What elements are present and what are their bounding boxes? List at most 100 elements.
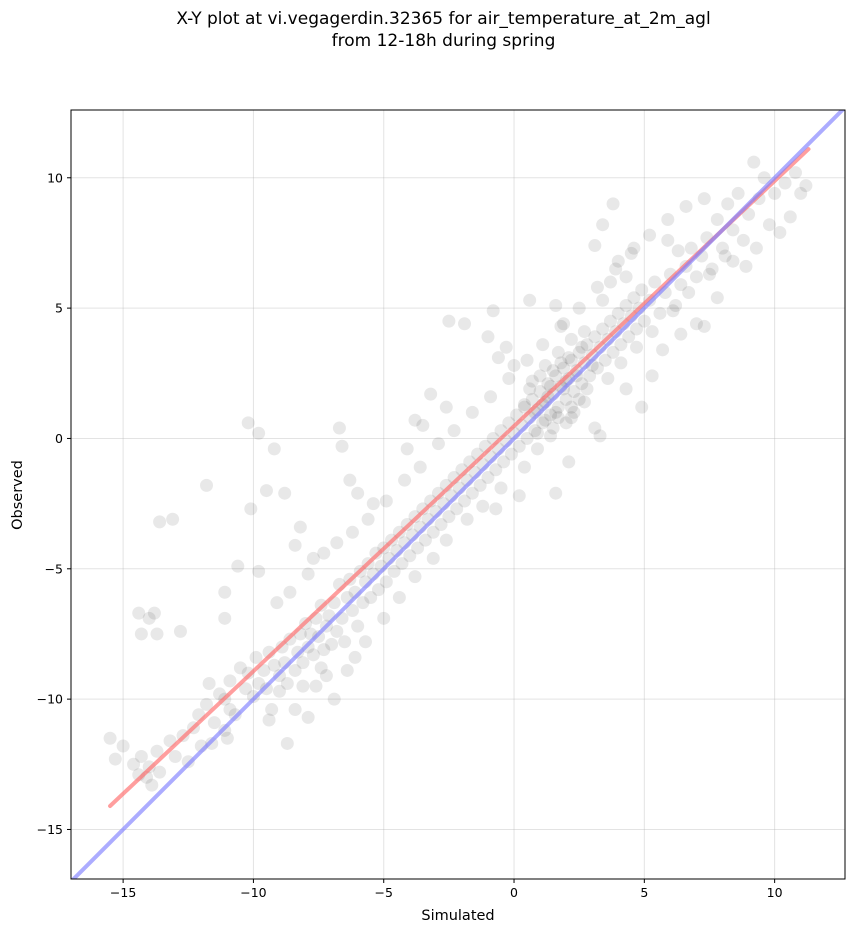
data-point — [512, 489, 526, 503]
data-point — [721, 197, 735, 211]
data-point — [551, 345, 565, 359]
data-point — [554, 319, 568, 333]
data-point — [426, 551, 440, 565]
data-point — [575, 377, 589, 391]
data-point — [332, 421, 346, 435]
data-point — [220, 731, 234, 745]
data-point — [520, 431, 534, 445]
data-point — [588, 421, 602, 435]
data-point — [575, 340, 589, 354]
data-point — [278, 486, 292, 500]
data-point — [559, 392, 573, 406]
data-point — [301, 710, 315, 724]
data-point — [296, 656, 310, 670]
data-point — [530, 442, 544, 456]
data-point — [517, 398, 531, 412]
data-point — [627, 241, 641, 255]
data-point — [551, 400, 565, 414]
data-point — [546, 364, 560, 378]
data-point — [231, 559, 245, 573]
data-point — [439, 533, 453, 547]
data-point — [619, 382, 633, 396]
x-tick-label: −5 — [375, 885, 393, 900]
data-point — [486, 304, 500, 318]
data-point — [502, 371, 516, 385]
identity-line — [71, 110, 845, 879]
data-point — [327, 692, 341, 706]
data-point — [557, 317, 571, 331]
data-point — [541, 377, 555, 391]
data-point — [413, 460, 427, 474]
x-axis: −15 −10 −5 0 5 10 — [110, 879, 783, 900]
data-point — [223, 703, 237, 717]
data-point — [661, 233, 675, 247]
data-point — [653, 306, 667, 320]
data-point — [497, 455, 511, 469]
data-point — [682, 285, 696, 299]
data-point — [648, 275, 662, 289]
data-point — [494, 481, 508, 495]
data-point — [293, 520, 307, 534]
data-point — [335, 439, 349, 453]
data-point — [103, 731, 117, 745]
data-point — [458, 317, 472, 331]
data-point — [288, 538, 302, 552]
data-point — [564, 400, 578, 414]
data-point — [588, 239, 602, 253]
data-point — [554, 356, 568, 370]
data-point — [630, 340, 644, 354]
data-point — [301, 567, 315, 581]
data-point — [601, 371, 615, 385]
data-point — [267, 658, 281, 672]
data-point — [356, 596, 370, 610]
data-point — [351, 619, 365, 633]
data-point — [768, 186, 782, 200]
data-point — [424, 387, 438, 401]
data-point — [434, 517, 448, 531]
data-point — [564, 332, 578, 346]
data-point — [564, 353, 578, 367]
data-point — [590, 361, 604, 375]
data-point — [567, 405, 581, 419]
data-point — [580, 382, 594, 396]
data-point — [520, 353, 534, 367]
y-tick-label: 0 — [55, 431, 63, 446]
data-point — [280, 676, 294, 690]
data-point — [241, 416, 255, 430]
data-point — [345, 604, 359, 618]
data-point — [619, 299, 633, 313]
data-point — [783, 210, 797, 224]
data-point — [319, 669, 333, 683]
data-point — [257, 663, 271, 677]
y-tick-label: 10 — [47, 170, 63, 185]
data-point — [153, 765, 167, 779]
data-point — [596, 218, 610, 232]
data-point — [684, 241, 698, 255]
data-point — [689, 317, 703, 331]
data-point — [583, 369, 597, 383]
data-point — [447, 424, 461, 438]
data-point — [408, 570, 422, 584]
data-point — [739, 259, 753, 273]
data-point — [525, 392, 539, 406]
data-point — [572, 392, 586, 406]
data-point — [366, 497, 380, 511]
data-point — [288, 703, 302, 717]
data-point — [465, 486, 479, 500]
data-point — [223, 674, 237, 688]
data-point — [549, 299, 563, 313]
data-point — [244, 502, 258, 516]
data-point — [630, 322, 644, 336]
data-point — [280, 736, 294, 750]
data-point — [351, 486, 365, 500]
data-point — [530, 426, 544, 440]
data-point — [166, 512, 180, 526]
data-point — [661, 212, 675, 226]
data-point — [398, 473, 412, 487]
data-point — [442, 510, 456, 524]
x-tick-label: −10 — [240, 885, 266, 900]
data-point — [200, 697, 214, 711]
data-point — [606, 197, 620, 211]
y-tick-label: −5 — [45, 561, 63, 576]
data-point — [544, 429, 558, 443]
